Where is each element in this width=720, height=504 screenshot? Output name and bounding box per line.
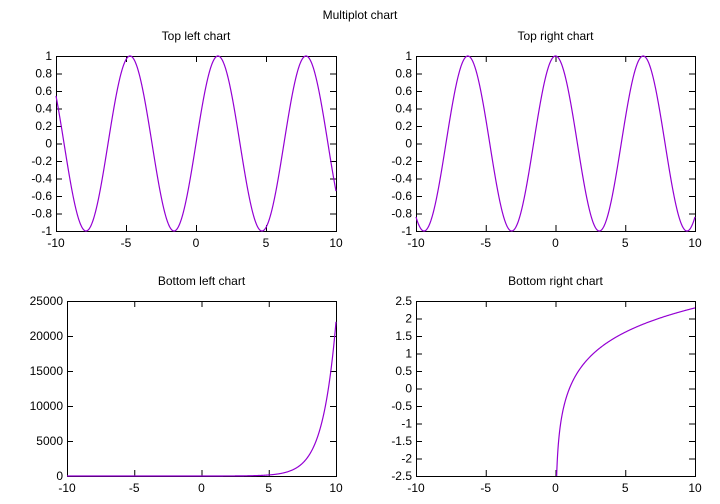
top-left-ytick-label: 0.2 <box>35 119 52 133</box>
top-right-xtick-label: -5 <box>480 236 491 250</box>
top-left-ytick-label: -1 <box>41 224 52 238</box>
bottom-right-ytick-label: -2.5 <box>391 469 412 483</box>
bottom-left-xtick-label: 0 <box>198 481 205 495</box>
top-left-xtick-label: -5 <box>121 236 132 250</box>
bottom-right-ytick-label: -1.5 <box>391 434 412 448</box>
top-right-ytick-label: 1 <box>405 49 412 63</box>
bottom-left-chart-title: Bottom left chart <box>158 274 246 288</box>
top-right-ytick-label: -0.2 <box>391 154 412 168</box>
bottom-left-ytick-label: 20000 <box>30 329 64 343</box>
bottom-left-ytick-label: 5000 <box>36 434 63 448</box>
top-left-chart-title: Top left chart <box>162 29 231 43</box>
bottom-right-plot-frame <box>416 301 696 477</box>
bottom-left-ytick-label: 15000 <box>30 364 64 378</box>
top-left-ytick-label: 0.4 <box>35 102 52 116</box>
bottom-right-ytick-label: 0.5 <box>395 364 412 378</box>
bottom-right-ytick-label: 0 <box>405 382 412 396</box>
bottom-right-xtick-label: 5 <box>622 481 629 495</box>
top-right-ytick-label: 0.2 <box>395 119 412 133</box>
top-left-xtick-label: 10 <box>329 236 343 250</box>
top-right-xtick-label: 5 <box>622 236 629 250</box>
top-left-ytick-label: 0.8 <box>35 67 52 81</box>
top-right-plot-frame <box>416 56 696 232</box>
top-right-ytick-label: 0.4 <box>395 102 412 116</box>
bottom-right-ytick-label: -0.5 <box>391 399 412 413</box>
top-right-ytick-label: -1 <box>401 224 412 238</box>
top-left-xtick-label: -10 <box>47 236 65 250</box>
top-left-ytick-label: 1 <box>45 49 52 63</box>
bottom-right-xtick-label: -10 <box>407 481 425 495</box>
top-left-ytick-label: -0.4 <box>31 172 52 186</box>
top-left-ytick-label: -0.8 <box>31 207 52 221</box>
top-right-ytick-label: 0.6 <box>395 84 412 98</box>
top-left-ytick-label: 0.6 <box>35 84 52 98</box>
top-right-series-line <box>415 55 696 232</box>
bottom-right-ytick-label: 1 <box>405 347 412 361</box>
top-right-ytick-label: 0.8 <box>395 67 412 81</box>
bottom-left-ytick-label: 0 <box>56 469 63 483</box>
bottom-left-plot-frame <box>67 301 337 477</box>
bottom-left-series-line <box>67 321 337 477</box>
top-right-chart: Top right chart-10 -5 0 5 10-1-0.8-0.6-0.4-0… <box>391 29 702 250</box>
bottom-right-xtick-label: 10 <box>688 481 702 495</box>
bottom-left-xtick-label: -5 <box>129 481 140 495</box>
top-right-ytick-label: -0.8 <box>391 207 412 221</box>
top-left-xtick-label: 0 <box>193 236 200 250</box>
top-left-ytick-label: -0.6 <box>31 189 52 203</box>
figure-title: Multiplot chart <box>323 8 398 22</box>
top-left-ytick-label: 0 <box>45 137 52 151</box>
bottom-right-ytick-label: -1 <box>401 417 412 431</box>
bottom-right-ytick-label: 2 <box>405 312 412 326</box>
top-right-xtick-label: 10 <box>688 236 702 250</box>
bottom-right-xtick-label: -5 <box>480 481 491 495</box>
top-right-chart-title: Top right chart <box>517 29 594 43</box>
bottom-right-chart-title: Bottom right chart <box>508 274 603 288</box>
top-right-ytick-label: -0.4 <box>391 172 412 186</box>
top-left-ytick-label: -0.2 <box>31 154 52 168</box>
top-right-ytick-label: 0 <box>405 137 412 151</box>
bottom-left-xtick-label: 10 <box>329 481 343 495</box>
bottom-right-ytick-label: 2.5 <box>395 294 412 308</box>
bottom-left-xtick-label: 5 <box>265 481 272 495</box>
top-left-chart: Top left chart-10 -5 0 5 10-1-0.8-0.6-0.4-0.… <box>31 29 343 250</box>
bottom-right-ytick-label: -2 <box>401 452 412 466</box>
bottom-right-series-line <box>556 307 696 477</box>
bottom-left-ytick-label: 25000 <box>30 294 64 308</box>
bottom-right-ytick-label: 1.5 <box>395 329 412 343</box>
top-right-xtick-label: -10 <box>407 236 425 250</box>
top-right-ytick-label: -0.6 <box>391 189 412 203</box>
bottom-right-xtick-label: 0 <box>552 481 559 495</box>
bottom-left-xtick-label: -10 <box>58 481 76 495</box>
top-left-xtick-label: 5 <box>263 236 270 250</box>
bottom-left-chart: Bottom left chart -10 -5 0 5 10 0 5000 10000 1500… <box>30 274 343 495</box>
top-left-series-line <box>55 55 337 232</box>
top-right-xtick-label: 0 <box>552 236 559 250</box>
bottom-left-ytick-label: 10000 <box>30 399 64 413</box>
bottom-right-chart: Bottom right chart-10 -5 0 5 10-2.5-2-1.5-1-… <box>391 274 702 495</box>
